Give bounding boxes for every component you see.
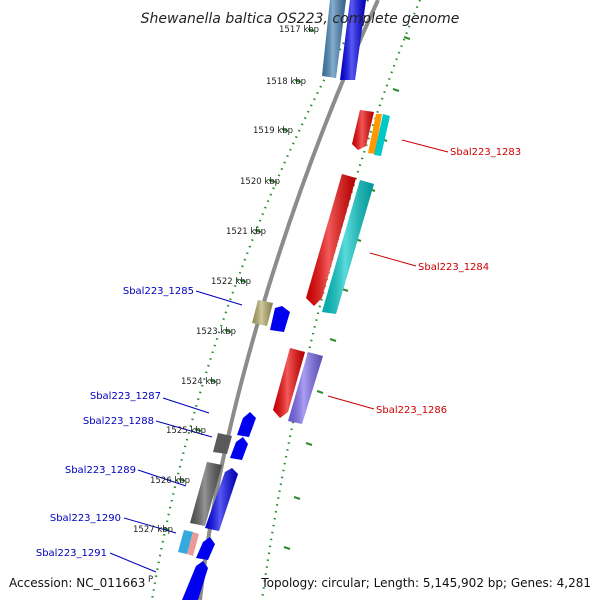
gene-arrow-orange[interactable] bbox=[368, 114, 382, 154]
label-leader-lines bbox=[109, 139, 449, 573]
leader-1285 bbox=[195, 290, 243, 306]
gene-gray-1288[interactable] bbox=[213, 433, 232, 454]
gene-label-1291[interactable]: Sbal223_1291 bbox=[36, 548, 107, 559]
inner-ring-tick bbox=[162, 527, 170, 531]
gene-features bbox=[178, 0, 390, 600]
tick-label: 1522 kbp bbox=[211, 277, 251, 287]
gene-label-1286[interactable]: Sbal223_1286 bbox=[376, 405, 447, 416]
origin-marker: P bbox=[148, 575, 153, 585]
leader-1283 bbox=[401, 139, 449, 153]
gene-arrow-blue-1285[interactable] bbox=[270, 306, 290, 332]
leader-1289 bbox=[137, 469, 187, 487]
inner-ring-tick bbox=[254, 229, 262, 233]
tick-label: 1524 kbp bbox=[181, 377, 221, 387]
tick-label: 1527 kbp bbox=[133, 525, 173, 535]
tick-label: 1520 kbp bbox=[240, 177, 280, 187]
leader-1284 bbox=[369, 252, 417, 267]
tick-label: 1519 kbp bbox=[253, 126, 293, 136]
gene-label-1288[interactable]: Sbal223_1288 bbox=[83, 416, 154, 427]
tick-label: 1517 kbp bbox=[279, 25, 319, 35]
outer-ring-tick bbox=[403, 36, 411, 40]
gene-label-1289[interactable]: Sbal223_1289 bbox=[65, 465, 136, 476]
outer-ring-tick bbox=[329, 338, 337, 342]
gene-labels: Sbal223_1283 Sbal223_1284 Sbal223_1286 S… bbox=[36, 147, 521, 559]
tick-label: 1521 kbp bbox=[226, 227, 266, 237]
inner-ring-tick bbox=[178, 478, 186, 482]
leader-1290 bbox=[123, 517, 177, 534]
inner-ruler-ring bbox=[150, 0, 369, 601]
inner-ring-tick bbox=[281, 128, 289, 132]
inner-ring-tick bbox=[294, 79, 302, 83]
leader-1291 bbox=[109, 552, 157, 573]
inner-ring-tick bbox=[307, 28, 315, 32]
gene-pink-1290[interactable] bbox=[187, 532, 199, 556]
outer-ring-tick bbox=[283, 546, 291, 550]
tick-label: 1523 kbp bbox=[196, 327, 236, 337]
tick-labels: 1517 kbp 1518 kbp 1519 kbp 1520 kbp 1521… bbox=[133, 25, 319, 585]
summary-text: Topology: circular; Length: 5,145,902 bp… bbox=[260, 576, 591, 590]
leader-1287 bbox=[162, 397, 210, 414]
gene-label-1287[interactable]: Sbal223_1287 bbox=[90, 391, 161, 402]
gene-label-1290[interactable]: Sbal223_1290 bbox=[50, 513, 121, 524]
gene-label-1284[interactable]: Sbal223_1284 bbox=[418, 262, 489, 273]
gene-arrow-blue-1291[interactable] bbox=[182, 561, 208, 600]
gene-label-1285[interactable]: Sbal223_1285 bbox=[123, 286, 194, 297]
accession-text: Accession: NC_011663 bbox=[9, 576, 145, 590]
outer-ring-tick bbox=[293, 496, 301, 500]
inner-ring-tick bbox=[239, 279, 247, 283]
inner-ring-tick bbox=[268, 179, 276, 183]
gene-arrow-blue-1290[interactable] bbox=[196, 537, 215, 560]
gene-skyblue-1290[interactable] bbox=[178, 530, 193, 554]
gene-arrow-blue-1287[interactable] bbox=[237, 412, 256, 437]
outer-ring-tick bbox=[392, 88, 400, 92]
tick-label: 1518 kbp bbox=[266, 77, 306, 87]
leader-1288 bbox=[155, 420, 213, 438]
gene-arrow-blue-1288[interactable] bbox=[230, 437, 248, 460]
leader-1286 bbox=[327, 395, 375, 410]
ruler-tick-marks bbox=[162, 28, 411, 550]
outer-ring-tick bbox=[316, 390, 324, 394]
tick-label: 1525 kbp bbox=[166, 426, 206, 436]
inner-ring-tick bbox=[194, 428, 202, 432]
tick-label: 1526 kbp bbox=[150, 476, 190, 486]
gene-label-1283[interactable]: Sbal223_1283 bbox=[450, 147, 521, 158]
inner-ring-tick bbox=[209, 379, 217, 383]
outer-ring-tick bbox=[305, 442, 313, 446]
gene-arrow-cyan[interactable] bbox=[374, 114, 390, 156]
page-title: Shewanella baltica OS223, complete genom… bbox=[141, 11, 460, 27]
inner-ring-tick bbox=[224, 329, 232, 333]
